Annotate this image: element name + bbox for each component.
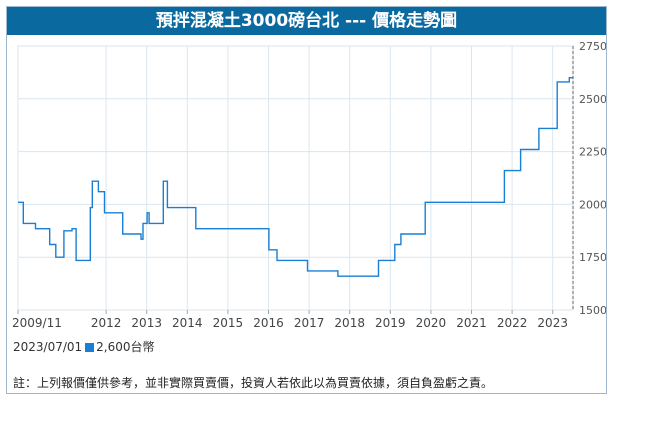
axes: 1500 1750 2000 2250 2500 2750 2009/11 2012 2013 2…	[12, 40, 606, 330]
x-tick-label: 2016	[253, 316, 284, 330]
x-tick-label: 2020	[416, 316, 447, 330]
chart-frame: 預拌混凝土3000磅台北 --- 價格走勢圖 1500 1750 2000 2250 2…	[6, 6, 607, 394]
legend-swatch	[85, 343, 95, 352]
x-tick-label: 2021	[456, 316, 487, 330]
legend: 2023/07/01 2,600台幣	[13, 338, 155, 355]
series	[18, 77, 573, 277]
disclaimer-note: 註：上列報價僅供參考，並非實際買賣價，投資人若依此以為買賣依據，須自負盈虧之責。	[13, 376, 494, 390]
y-tick-label: 1750	[579, 251, 606, 264]
x-tick-label: 2022	[497, 316, 528, 330]
y-tick-label: 2250	[579, 146, 606, 159]
grid	[17, 45, 574, 314]
y-tick-label: 2750	[579, 40, 606, 53]
price-chart: 1500 1750 2000 2250 2500 2750 2009/11 2012 2013 2…	[12, 40, 606, 330]
x-tick-label: 2012	[91, 316, 122, 330]
x-tick-label: 2019	[375, 316, 406, 330]
x-tick-label: 2009/11	[12, 316, 62, 330]
x-tick-label: 2018	[334, 316, 365, 330]
legend-date: 2023/07/01	[13, 340, 83, 354]
series-line	[18, 77, 573, 277]
y-tick-label: 2500	[579, 93, 606, 106]
plot-border	[17, 45, 574, 311]
y-tick-label: 1500	[579, 304, 606, 317]
y-tick-label: 2000	[579, 198, 606, 211]
chart-title: 預拌混凝土3000磅台北 --- 價格走勢圖	[7, 7, 606, 35]
legend-value: 2,600台幣	[96, 340, 155, 354]
x-tick-label: 2014	[172, 316, 203, 330]
x-tick-label: 2013	[131, 316, 162, 330]
x-tick-label: 2023	[537, 316, 568, 330]
x-tick-label: 2015	[213, 316, 244, 330]
x-tick-label: 2017	[294, 316, 325, 330]
